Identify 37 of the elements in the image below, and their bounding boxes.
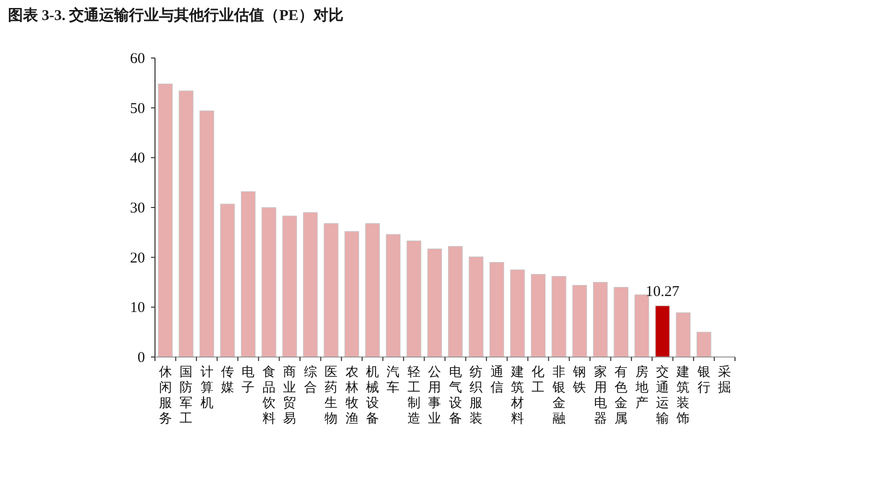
x-tick-label: 家用电器: [594, 364, 607, 426]
x-tick-label: 食品饮料: [261, 364, 276, 426]
x-tick-label: 电气设备: [448, 364, 462, 426]
x-tick-label: 轻工制造: [407, 364, 420, 426]
x-tick-label: 交通运输: [656, 364, 669, 426]
y-tick-label: 50: [130, 100, 145, 117]
x-tick-label: 综合: [304, 364, 317, 394]
x-tick-label: 公用事业: [428, 364, 442, 426]
y-tick-label: 0: [138, 350, 145, 366]
x-tick-label: 建筑装饰: [676, 364, 690, 426]
x-tick-label: 钢铁: [572, 364, 586, 394]
x-tick-label: 电子: [242, 364, 255, 394]
x-tick-label: 采掘: [718, 364, 732, 394]
x-tick-label: 建筑材料: [510, 364, 524, 426]
y-tick-label: 40: [130, 150, 145, 167]
x-tick-label: 医药生物: [324, 364, 338, 426]
x-tick-label: 计算机: [200, 364, 214, 410]
x-tick-label: 非银金融: [551, 364, 566, 426]
x-tick-label: 有色金属: [614, 364, 628, 426]
x-tick-label: 农林牧渔: [344, 364, 358, 426]
y-tick-label: 30: [130, 200, 145, 216]
title: 图表 3-3. 交通运输行业与其他行业估值（PE）对比: [8, 8, 344, 24]
x-tick-label: 房地产: [634, 364, 648, 410]
x-tick-label: 汽车: [386, 364, 400, 394]
y-tick-label: 60: [130, 51, 145, 67]
x-tick-label: 商业贸易: [283, 364, 296, 426]
x-tick-label: 化工: [532, 364, 545, 394]
x-tick-label: 传媒: [221, 364, 234, 394]
data-label: 10.27: [646, 284, 680, 300]
x-tick-label: 国防军工: [180, 364, 193, 426]
x-tick-label: 机械设备: [366, 364, 379, 426]
x-tick-label: 通信: [490, 364, 504, 394]
x-tick-label: 休闲服务: [158, 364, 172, 426]
x-tick-label: 纺织服装: [470, 364, 483, 426]
x-tick-label: 银行: [696, 364, 710, 394]
y-tick-label: 20: [130, 250, 145, 266]
y-tick-label: 10: [130, 300, 145, 316]
